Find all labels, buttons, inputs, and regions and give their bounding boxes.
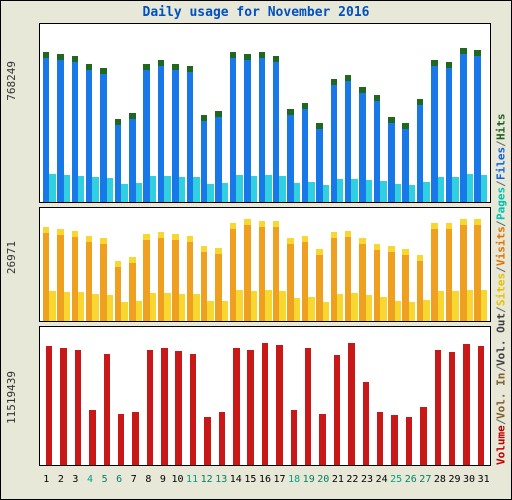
chart-title: Daily usage for November 2016 (143, 5, 370, 20)
panel-visits-sites (39, 207, 491, 322)
usage-chart: Daily usage for November 2016 768249 269… (0, 0, 512, 500)
panel-hits-files-pages (39, 23, 491, 203)
y-label-2: 26971 (5, 241, 18, 274)
panel-volume (39, 326, 491, 466)
y-label-3: 11519439 (5, 371, 18, 424)
y-label-1: 768249 (5, 61, 18, 101)
x-axis: 1234567891011121314151617181920212223242… (39, 474, 491, 485)
legend: Volume/Vol. In/Vol. Out/Sites/Visits/Pag… (494, 23, 508, 465)
